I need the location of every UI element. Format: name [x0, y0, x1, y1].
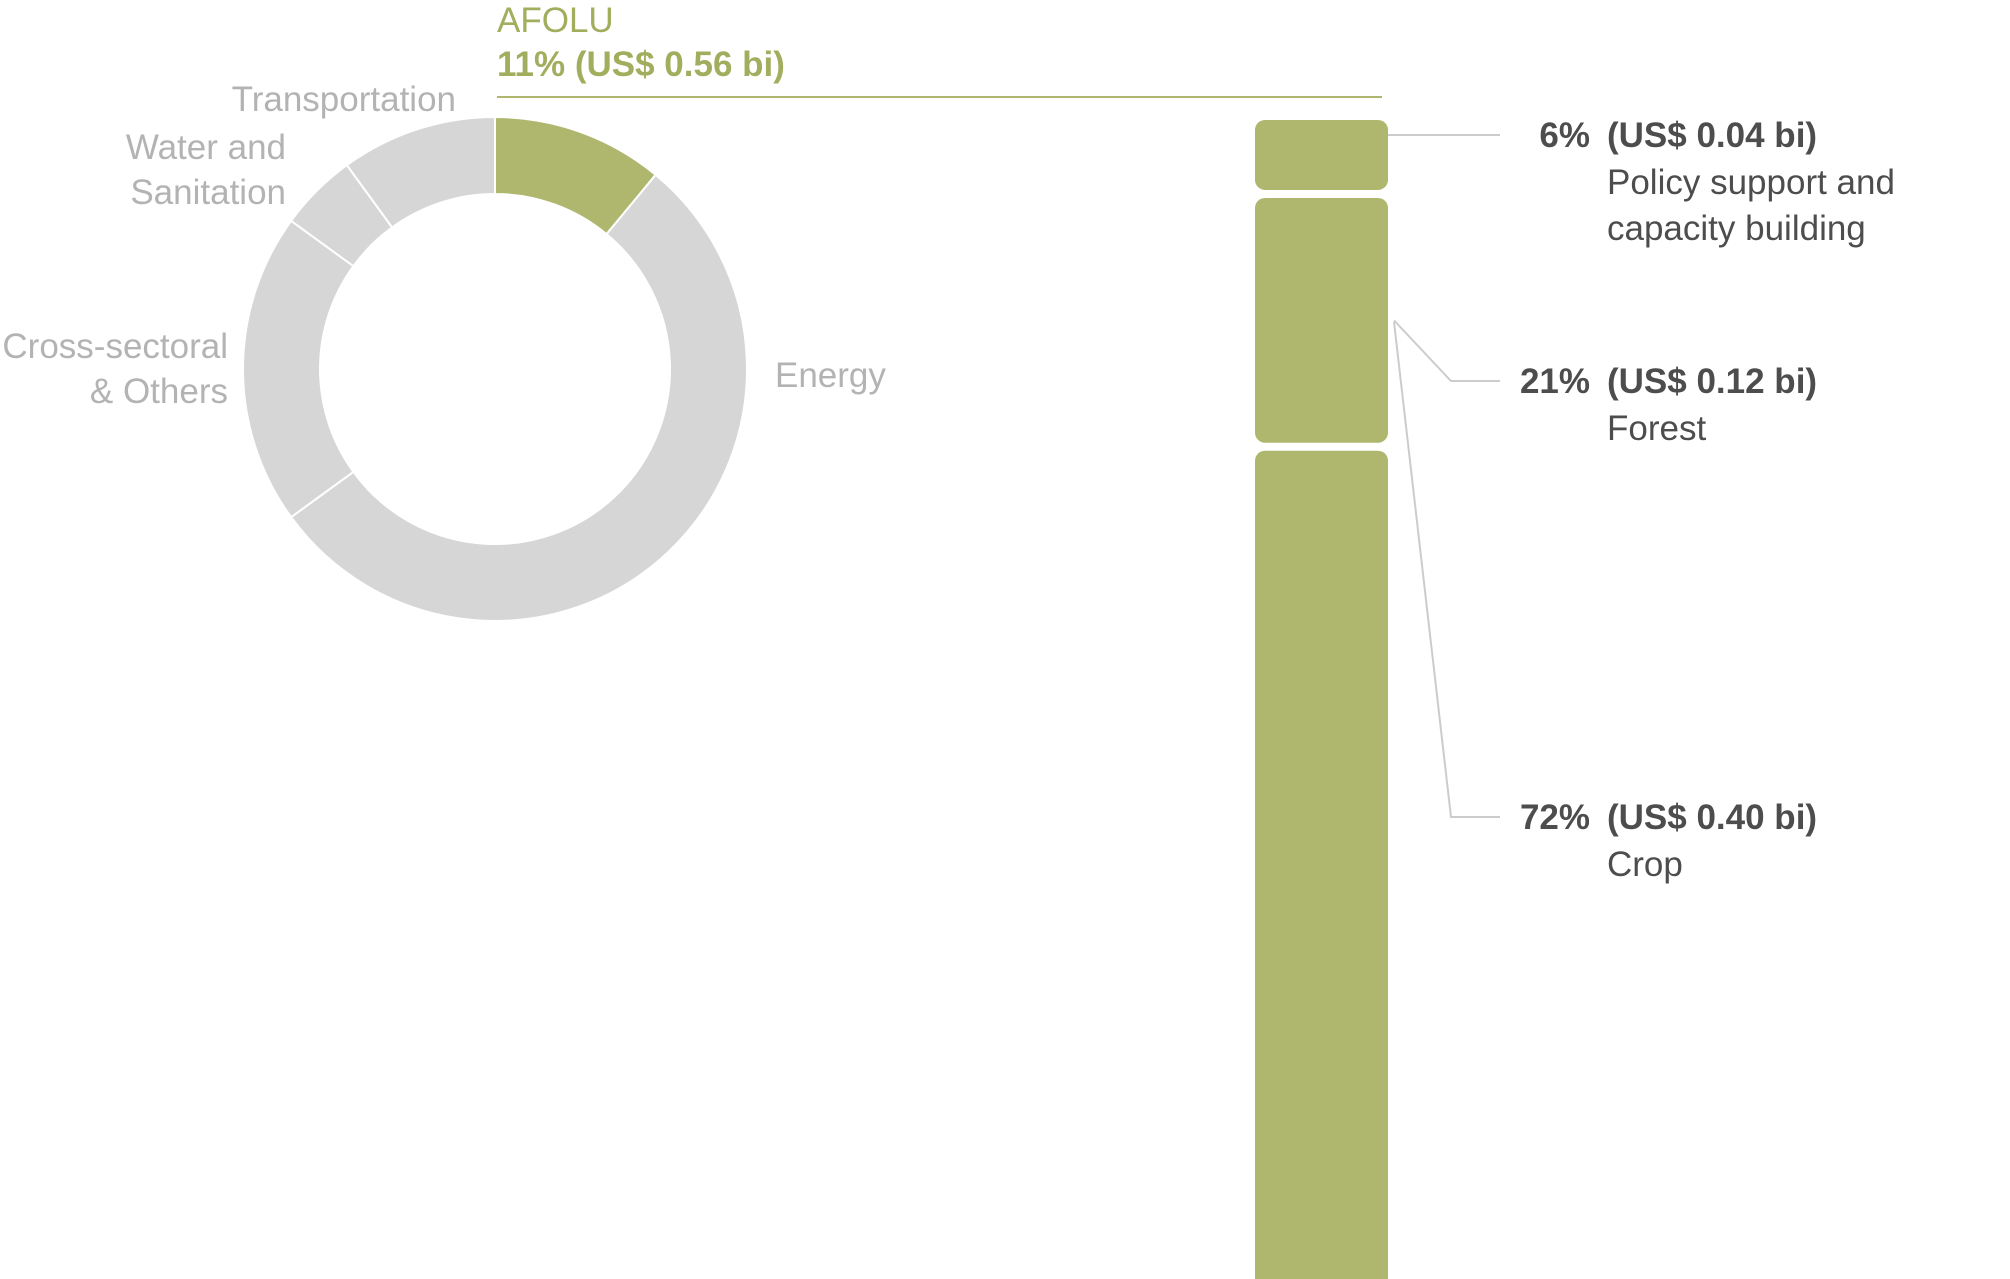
segment-percent-crop: 72% [1520, 798, 1590, 837]
donut-label-energy-line: Energy [775, 356, 886, 395]
bar-segment-policy-support-and-capacity-building [1255, 120, 1388, 190]
donut-label-transportation-line: Transportation [232, 80, 456, 119]
segment-label-policy-support-and-capacity-building-line: capacity building [1607, 209, 1866, 248]
segment-label-policy-support-and-capacity-building: Policy support and capacity building [1607, 163, 1895, 248]
afolu-callout: AFOLU 11% (US$ 0.56 bi) [497, 1, 1382, 98]
afolu-callout-name: AFOLU [497, 1, 614, 40]
segment-amount-policy-support-and-capacity-building: (US$ 0.04 bi) [1607, 116, 1817, 155]
segment-label-policy-support-and-capacity-building-line: Policy support and [1607, 163, 1895, 202]
segment-label-forest: Forest [1607, 409, 1706, 448]
donut-label-water-and-sanitation-line: Water and [126, 128, 286, 167]
bar-segment-forest [1255, 197, 1388, 443]
afolu-breakdown-bar: 6% (US$ 0.04 bi) Policy support and capacit… [1255, 116, 1895, 1279]
donut-label-water-and-sanitation: Water and Sanitation [126, 128, 286, 212]
segment-amount-crop: (US$ 0.40 bi) [1607, 798, 1817, 837]
donut-slice-energy [289, 173, 748, 622]
donut-label-cross-sectoral-others: Cross-sectoral & Others [2, 327, 228, 411]
donut-slice-cross-sectoral-others [242, 219, 355, 519]
leader-line-forest [1393, 319, 1500, 382]
afolu-callout-value: 11% (US$ 0.56 bi) [497, 45, 785, 84]
donut-slice-transportation [345, 115, 496, 229]
donut-label-energy: Energy [775, 356, 886, 395]
bar-segment-crop [1255, 450, 1388, 1279]
segment-label-crop-line: Crop [1607, 845, 1683, 884]
leader-line-crop [1393, 321, 1500, 818]
donut-label-cross-sectoral-others-line: Cross-sectoral [2, 327, 228, 366]
segment-percent-policy-support-and-capacity-building: 6% [1539, 116, 1590, 155]
segment-label-forest-line: Forest [1607, 409, 1706, 448]
donut-label-cross-sectoral-others-line: & Others [90, 372, 228, 411]
segment-label-crop: Crop [1607, 845, 1683, 884]
donut-chart: Energy Cross-sectoral & Others Water and San… [2, 80, 886, 622]
segment-percent-forest: 21% [1520, 362, 1590, 401]
donut-label-transportation: Transportation [232, 80, 456, 119]
segment-amount-forest: (US$ 0.12 bi) [1607, 362, 1817, 401]
donut-label-water-and-sanitation-line: Sanitation [130, 173, 286, 212]
